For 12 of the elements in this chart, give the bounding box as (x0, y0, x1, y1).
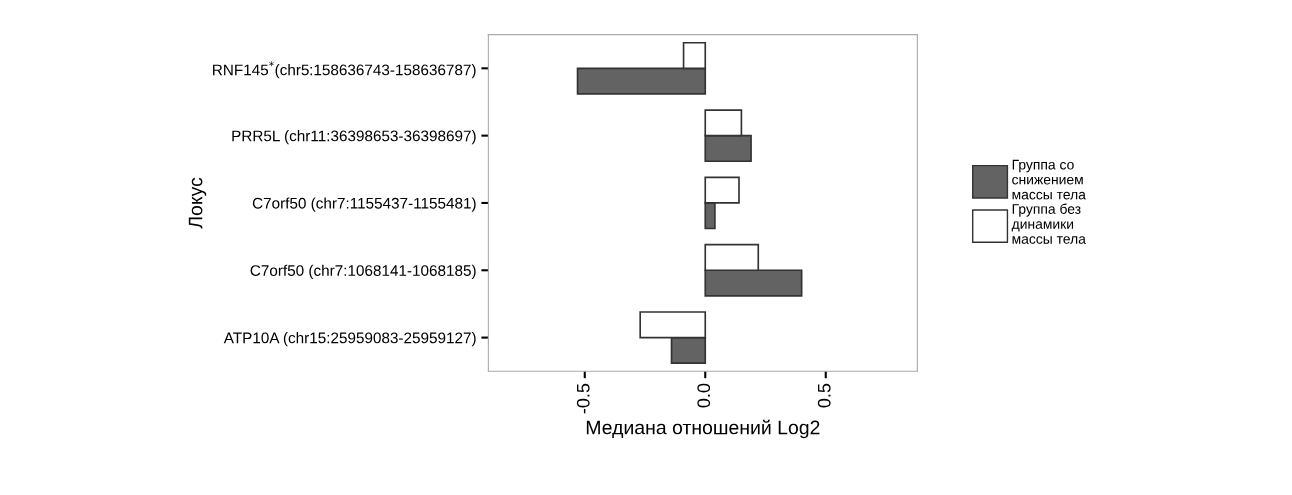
legend-label: Группа без динамики массы тела (1011, 203, 1086, 244)
y-tick-label: PRR5L (chr11:36398653-36398697) (232, 130, 476, 145)
y-tick-label: RNF145$^{*}$(chr5:158636743-158636787) (213, 61, 476, 79)
x-tick-label: 0.0 (697, 383, 711, 408)
x-tick-label: -0.5 (576, 383, 590, 414)
y-tick-label: ATP10A (chr15:25959083-25959127) (223, 332, 476, 347)
legend-label: Группа со снижением массы тела (1012, 159, 1086, 200)
y-tick-label: C7orf50 (chr7:1155437-1155481) (252, 197, 476, 212)
x-tick-label: 0.5 (817, 383, 831, 408)
x-axis-title: Медиана отношений Log2 (586, 419, 820, 439)
y-tick-label: C7orf50 (chr7:1068141-1068185) (250, 264, 476, 279)
y-axis-title: Локус (188, 177, 207, 229)
